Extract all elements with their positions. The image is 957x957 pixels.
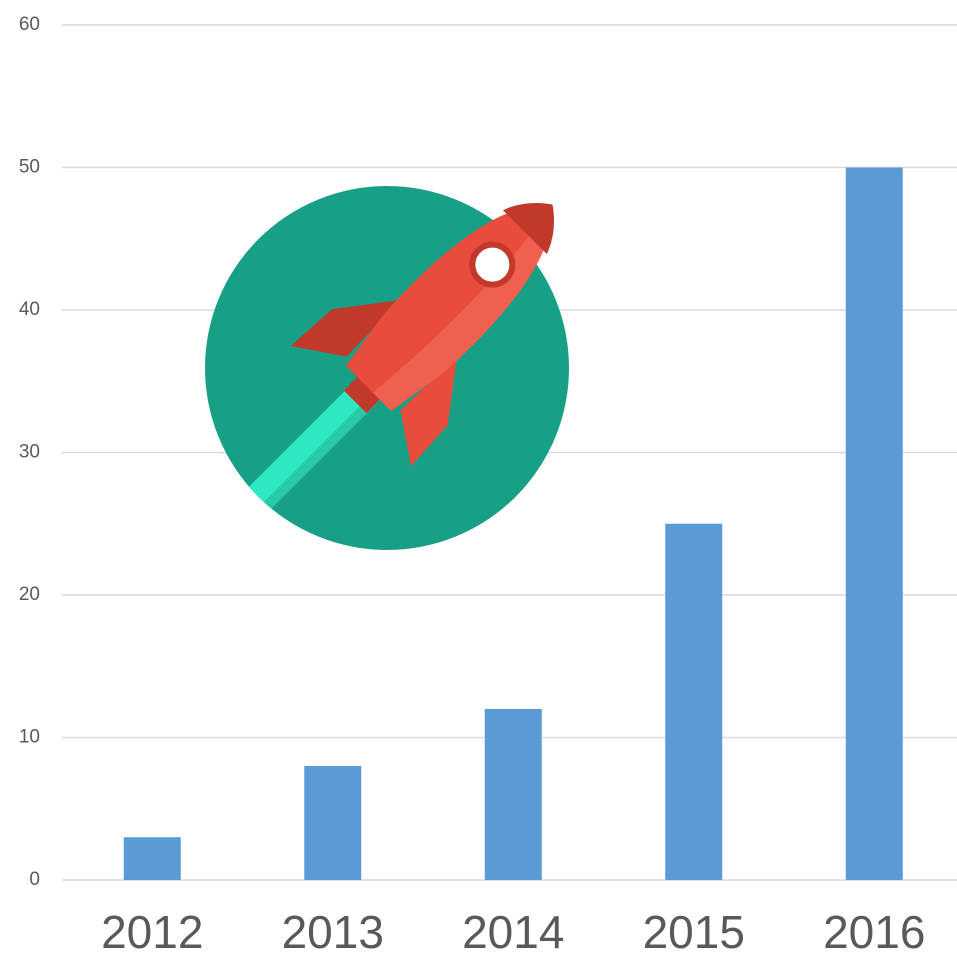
x-tick-label: 2014 bbox=[462, 906, 564, 957]
bar bbox=[665, 524, 722, 880]
bar bbox=[846, 168, 903, 881]
y-tick-label: 0 bbox=[29, 869, 40, 890]
chart: 0 10 20 30 40 50 60 2012 2013 2014 2015 2016 bbox=[0, 0, 957, 957]
bar bbox=[124, 837, 181, 880]
y-tick-label: 50 bbox=[19, 157, 40, 178]
x-tick-label: 2013 bbox=[282, 906, 384, 957]
x-tick-label: 2012 bbox=[101, 906, 203, 957]
y-tick-label: 20 bbox=[19, 584, 40, 605]
y-tick-label: 60 bbox=[19, 14, 40, 35]
rocket-illustration bbox=[205, 144, 613, 550]
bar bbox=[485, 709, 542, 880]
x-tick-label: 2016 bbox=[823, 906, 925, 957]
y-tick-label: 10 bbox=[19, 727, 40, 748]
y-tick-label: 30 bbox=[19, 442, 40, 463]
x-tick-label: 2015 bbox=[643, 906, 745, 957]
bar bbox=[304, 766, 361, 880]
y-tick-label: 40 bbox=[19, 299, 40, 320]
